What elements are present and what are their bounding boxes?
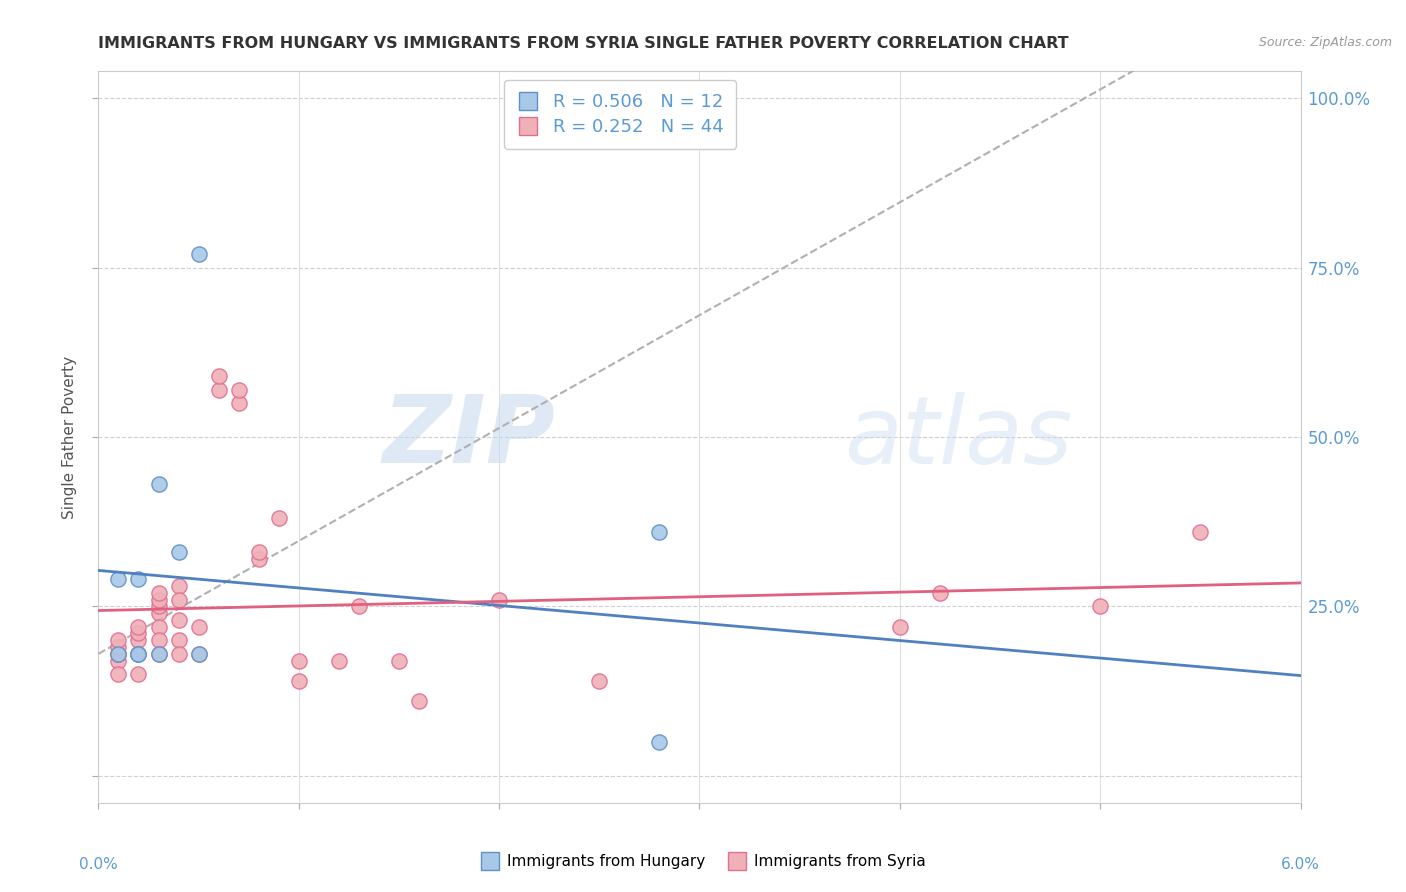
Point [187, 620, 209, 634]
Point [288, 673, 311, 688]
Point [347, 599, 370, 614]
Point [148, 599, 170, 614]
Point [128, 647, 150, 661]
Point [247, 552, 270, 566]
Point [107, 640, 129, 654]
Point [128, 626, 150, 640]
Point [148, 647, 170, 661]
Point [228, 396, 250, 410]
Point [288, 654, 311, 668]
Point [187, 647, 209, 661]
Point [247, 545, 270, 559]
Point [148, 606, 170, 620]
Text: Source: ZipAtlas.com: Source: ZipAtlas.com [1258, 36, 1392, 49]
Point [148, 592, 170, 607]
Point [167, 647, 190, 661]
Text: atlas: atlas [844, 392, 1071, 483]
Point [128, 647, 150, 661]
Y-axis label: Single Father Poverty: Single Father Poverty [62, 356, 77, 518]
Legend: R = 0.506   N = 12, R = 0.252   N = 44: R = 0.506 N = 12, R = 0.252 N = 44 [505, 80, 737, 149]
Point [148, 633, 170, 648]
Point [148, 620, 170, 634]
Point [107, 633, 129, 648]
Text: 0.0%: 0.0% [79, 857, 118, 872]
Point [187, 247, 209, 261]
Point [408, 694, 430, 708]
Point [167, 633, 190, 648]
Point [128, 647, 150, 661]
Legend: Immigrants from Hungary, Immigrants from Syria: Immigrants from Hungary, Immigrants from… [474, 848, 932, 875]
Point [107, 572, 129, 586]
Point [128, 633, 150, 648]
Text: ZIP: ZIP [382, 391, 555, 483]
Point [128, 667, 150, 681]
Point [648, 735, 671, 749]
Point [328, 654, 350, 668]
Point [167, 613, 190, 627]
Point [929, 586, 952, 600]
Point [148, 477, 170, 491]
Text: IMMIGRANTS FROM HUNGARY VS IMMIGRANTS FROM SYRIA SINGLE FATHER POVERTY CORRELATI: IMMIGRANTS FROM HUNGARY VS IMMIGRANTS FR… [98, 36, 1069, 51]
Point [388, 654, 411, 668]
Point [267, 511, 290, 525]
Point [128, 572, 150, 586]
Text: 6.0%: 6.0% [1281, 857, 1320, 872]
Point [588, 673, 610, 688]
Point [208, 369, 231, 384]
Point [128, 620, 150, 634]
Point [167, 545, 190, 559]
Point [228, 383, 250, 397]
Point [167, 579, 190, 593]
Point [208, 383, 231, 397]
Point [648, 524, 671, 539]
Point [167, 592, 190, 607]
Point [107, 647, 129, 661]
Point [148, 586, 170, 600]
Point [488, 592, 510, 607]
Point [889, 620, 911, 634]
Point [107, 654, 129, 668]
Point [187, 647, 209, 661]
Point [107, 647, 129, 661]
Point [148, 647, 170, 661]
Point [107, 667, 129, 681]
Point [1189, 524, 1212, 539]
Point [1090, 599, 1112, 614]
Point [107, 647, 129, 661]
